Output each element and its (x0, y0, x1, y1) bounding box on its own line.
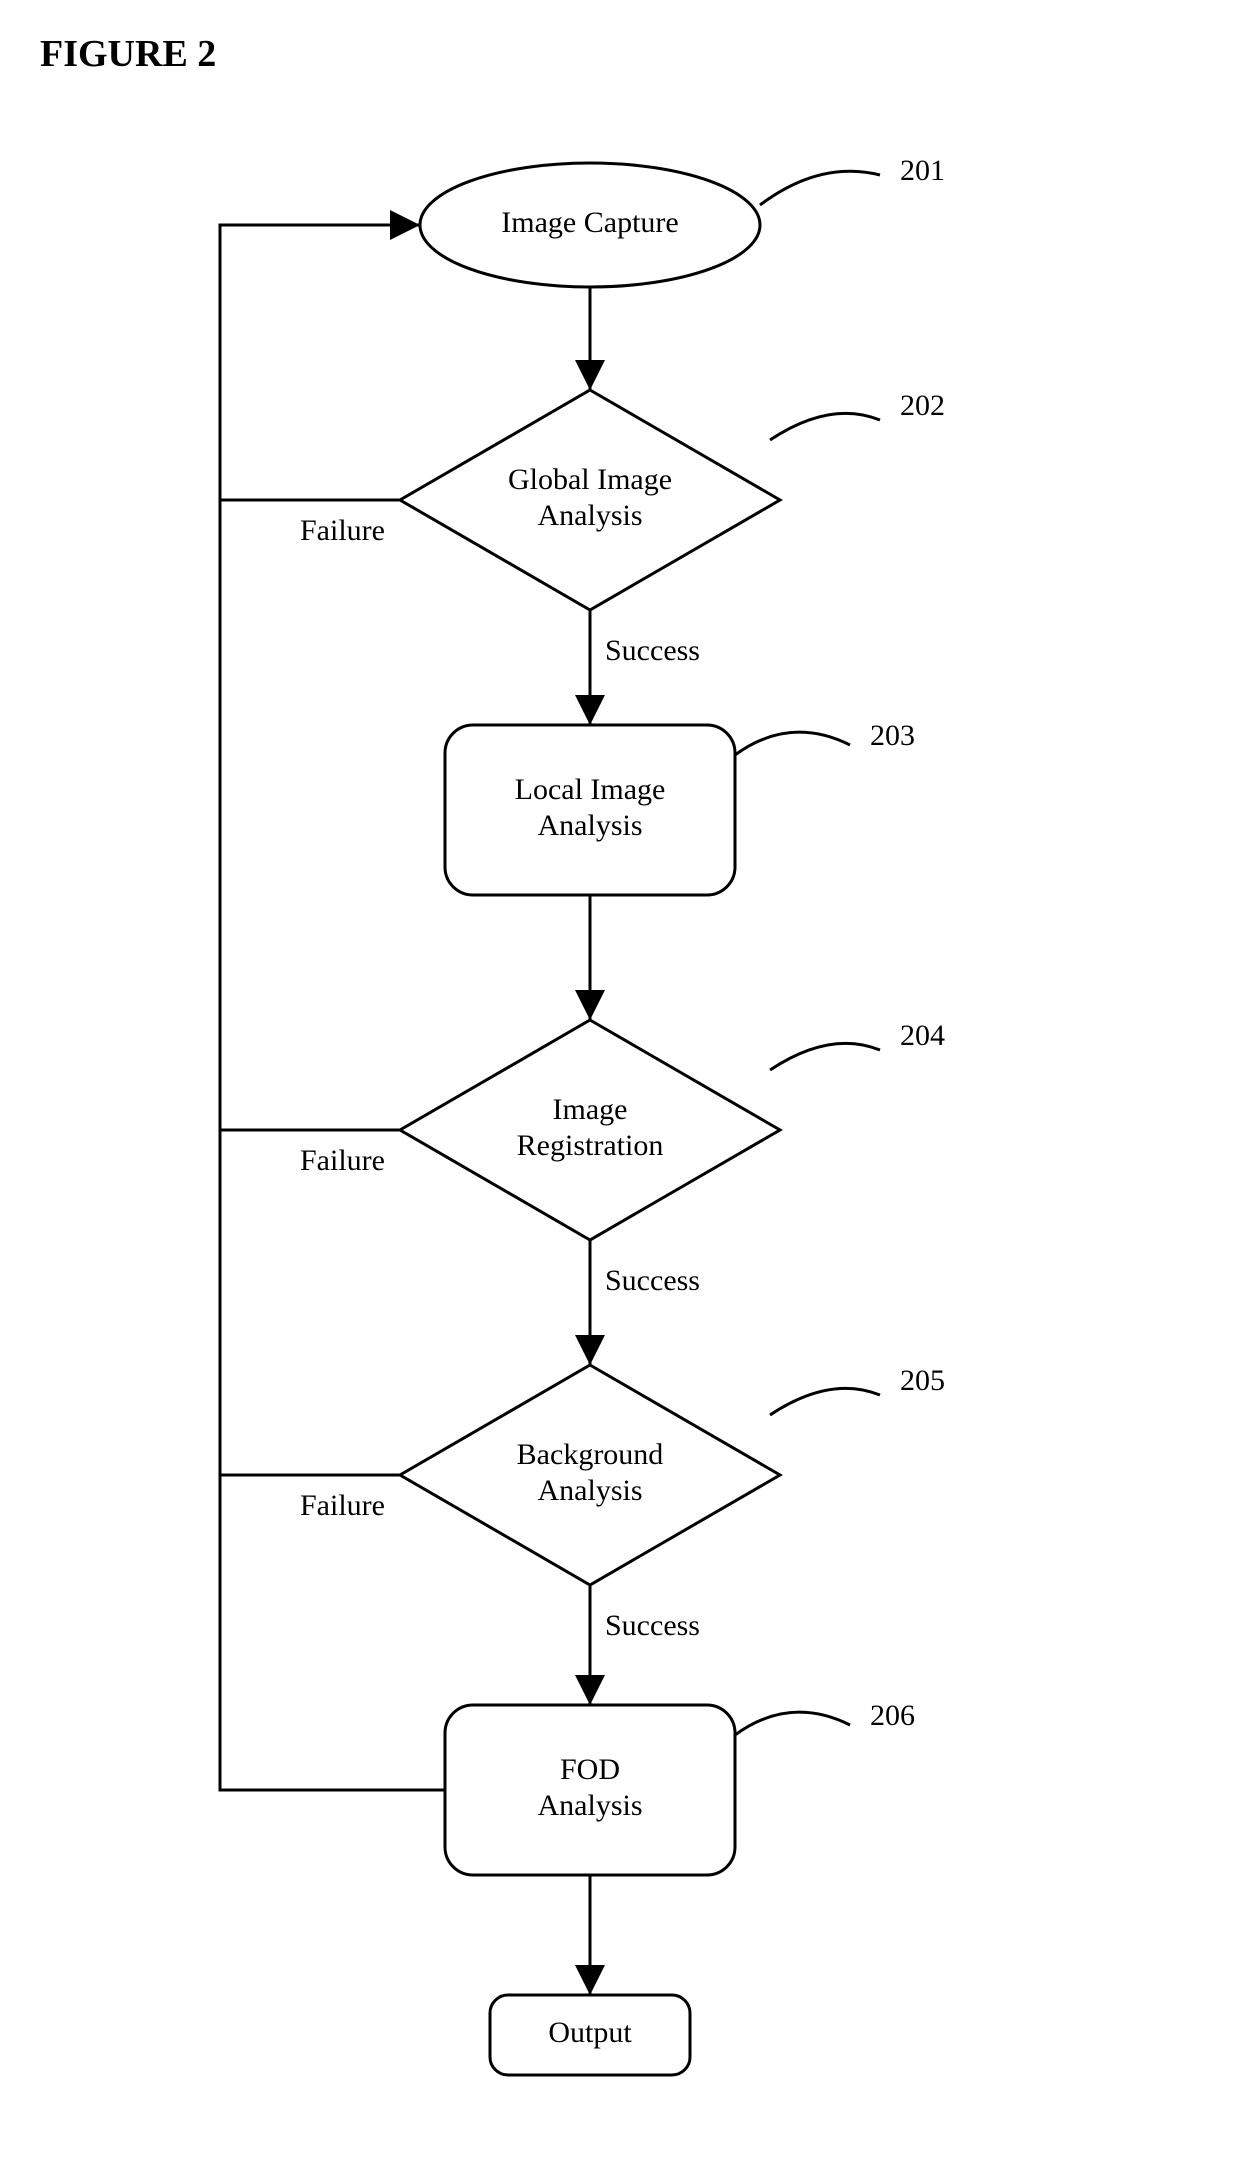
node-text: FOD (560, 1753, 620, 1786)
node-text: Global Image (508, 463, 672, 496)
node-text: Image Capture (501, 206, 678, 239)
node-n201: Image Capture (420, 163, 760, 287)
ref-label: 201 (900, 154, 945, 187)
node-text: Analysis (538, 809, 643, 842)
ref-labels-layer: 201 202 203 204 205 206 (870, 154, 945, 1732)
ref-label: 203 (870, 719, 915, 752)
node-n204: ImageRegistration (400, 1020, 780, 1240)
callout-line (760, 171, 880, 205)
callouts-layer (735, 171, 880, 1735)
node-text: Analysis (538, 1789, 643, 1822)
node-text: Registration (517, 1129, 664, 1162)
ref-label: 205 (900, 1364, 945, 1397)
flowchart-diagram: Success Success Success Failure Failure Failu… (0, 0, 1240, 2159)
node-text: Local Image (515, 773, 666, 806)
node-text: Analysis (538, 499, 643, 532)
callout-line (770, 1043, 880, 1070)
node-n203: Local ImageAnalysis (445, 725, 735, 895)
edge-label: Failure (300, 1489, 385, 1522)
callout-line (770, 413, 880, 440)
node-n_out: Output (490, 1995, 690, 2075)
ref-label: 202 (900, 389, 945, 422)
node-text: Image (553, 1093, 628, 1126)
edge-label: Success (605, 1264, 700, 1297)
node-n202: Global ImageAnalysis (400, 390, 780, 610)
node-text: Output (548, 2016, 632, 2049)
edge (220, 225, 420, 500)
edge-label: Failure (300, 514, 385, 547)
ref-label: 206 (870, 1699, 915, 1732)
node-text: Background (517, 1438, 664, 1471)
nodes-layer: Image CaptureGlobal ImageAnalysisLocal I… (400, 163, 780, 2075)
node-text: Analysis (538, 1474, 643, 1507)
edge-label: Success (605, 634, 700, 667)
node-n205: BackgroundAnalysis (400, 1365, 780, 1585)
callout-line (735, 1712, 850, 1735)
edge-label: Success (605, 1609, 700, 1642)
ref-label: 204 (900, 1019, 945, 1052)
node-n206: FODAnalysis (445, 1705, 735, 1875)
edge (220, 1475, 445, 1790)
edge-label: Failure (300, 1144, 385, 1177)
callout-line (770, 1388, 880, 1415)
callout-line (735, 732, 850, 755)
